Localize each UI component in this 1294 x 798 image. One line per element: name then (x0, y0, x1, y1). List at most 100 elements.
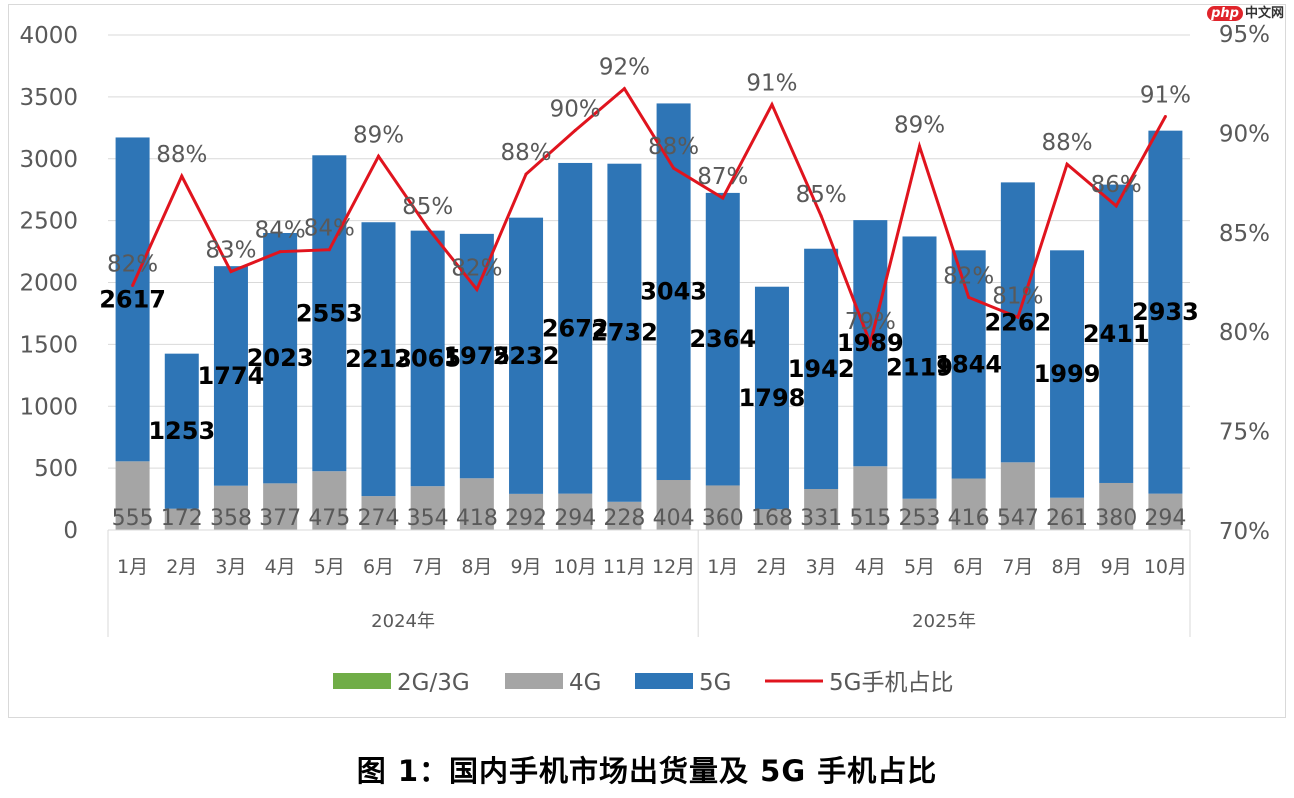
chart-title: 图 1：国内手机市场出货量及 5G 手机占比 (356, 754, 938, 788)
legend-label: 2G/3G (397, 670, 470, 696)
left-tick-label: 2000 (19, 271, 78, 297)
category-label: 4月 (265, 556, 296, 578)
data-label-5g: 1989 (837, 329, 904, 357)
data-label-4g: 380 (1095, 506, 1137, 531)
data-label-4g: 547 (997, 506, 1039, 531)
bar-5g (410, 230, 445, 487)
bar-4g (754, 509, 789, 530)
bar-5g (361, 222, 396, 497)
line-point (622, 87, 626, 91)
data-label-4g: 358 (210, 506, 252, 531)
bar-5g (1099, 184, 1134, 483)
bar-5g (754, 286, 789, 510)
data-label-share: 81% (992, 283, 1043, 309)
data-label-share: 82% (107, 251, 158, 277)
data-label-share: 89% (353, 122, 404, 148)
line-point (573, 128, 577, 132)
data-label-5g: 2933 (1132, 298, 1199, 326)
category-label: 7月 (412, 556, 443, 578)
bar-4g (361, 496, 396, 530)
bar-4g (459, 478, 494, 530)
group-label: 2025年 (912, 611, 976, 632)
data-label-4g: 274 (358, 506, 400, 531)
data-label-share: 85% (796, 182, 847, 208)
line-point (672, 166, 676, 170)
line-point (1163, 114, 1167, 118)
data-label-5g: 2553 (296, 299, 363, 327)
category-label: 6月 (953, 556, 984, 578)
line-point (819, 214, 823, 218)
category-label: 8月 (1051, 556, 1082, 578)
category-label: 5月 (314, 556, 345, 578)
left-tick-label: 3500 (19, 85, 78, 111)
data-label-share: 84% (255, 218, 306, 244)
bar-4g (853, 466, 888, 530)
right-tick-label: 90% (1219, 121, 1270, 147)
data-label-5g: 1798 (739, 384, 806, 412)
data-label-4g: 331 (800, 506, 842, 531)
category-label: 12月 (652, 556, 695, 578)
line-point (1016, 315, 1020, 319)
data-label-4g: 294 (1144, 506, 1186, 531)
data-label-share: 91% (746, 71, 797, 97)
data-label-share: 91% (1140, 82, 1191, 108)
line-point (721, 196, 725, 200)
watermark-logo: php 中文网 (1207, 2, 1284, 21)
category-label: 3月 (806, 556, 837, 578)
bar-5g (607, 163, 642, 502)
right-tick-label: 70% (1219, 519, 1270, 545)
category-label: 1月 (707, 556, 738, 578)
line-point (180, 174, 184, 178)
line-point (426, 226, 430, 230)
bar-4g (558, 493, 593, 530)
data-label-5g: 3043 (640, 278, 707, 306)
data-label-5g: 2364 (689, 325, 756, 353)
bar-5g (164, 353, 199, 509)
data-label-share: 88% (648, 134, 699, 160)
data-label-5g: 2232 (493, 342, 560, 370)
right-tick-label: 80% (1219, 320, 1270, 346)
data-label-share: 79% (845, 309, 896, 335)
data-label-4g: 261 (1046, 506, 1088, 531)
data-label-4g: 253 (899, 506, 941, 531)
bar-5g (902, 236, 937, 499)
bar-4g (312, 471, 347, 530)
data-label-5g: 1999 (1034, 360, 1101, 388)
data-label-share: 88% (500, 140, 551, 166)
category-label: 9月 (1101, 556, 1132, 578)
data-label-5g: 1253 (148, 417, 215, 445)
data-label-share: 88% (1041, 130, 1092, 156)
line-point (229, 270, 233, 274)
category-label: 11月 (603, 556, 646, 578)
chart: 0 500 1000 1500 2000 2500 3000 3500 4000 70% 75% 80… (19, 22, 1270, 696)
bar-4g (213, 485, 248, 530)
line-point (131, 283, 135, 287)
data-label-share: 92% (599, 55, 650, 81)
category-label: 3月 (215, 556, 246, 578)
bar-5g (1148, 130, 1183, 494)
data-label-share: 85% (402, 194, 453, 220)
line-point (327, 248, 331, 252)
line-point (770, 103, 774, 107)
bar-4g (115, 461, 150, 530)
line-5g-share (131, 86, 1167, 349)
right-tick-label: 85% (1219, 221, 1270, 247)
data-label-4g: 172 (161, 506, 203, 531)
legend-label: 5G手机占比 (829, 670, 953, 696)
bar-4g (1099, 482, 1134, 530)
left-tick-label: 0 (63, 518, 78, 544)
bar-4g (263, 483, 298, 530)
data-label-5g: 1844 (935, 350, 1002, 378)
bar-5g (705, 192, 740, 486)
data-label-5g: 2617 (99, 285, 166, 313)
data-label-5g: 2262 (984, 308, 1051, 336)
bar-5g (951, 250, 986, 479)
left-tick-label: 3000 (19, 147, 78, 173)
right-tick-label: 75% (1219, 420, 1270, 446)
bar-4g (164, 508, 199, 530)
data-label-4g: 515 (849, 506, 891, 531)
legend-label: 4G (569, 670, 601, 696)
category-label: 7月 (1002, 556, 1033, 578)
line-point (1065, 162, 1069, 166)
bar-5g (263, 233, 298, 484)
